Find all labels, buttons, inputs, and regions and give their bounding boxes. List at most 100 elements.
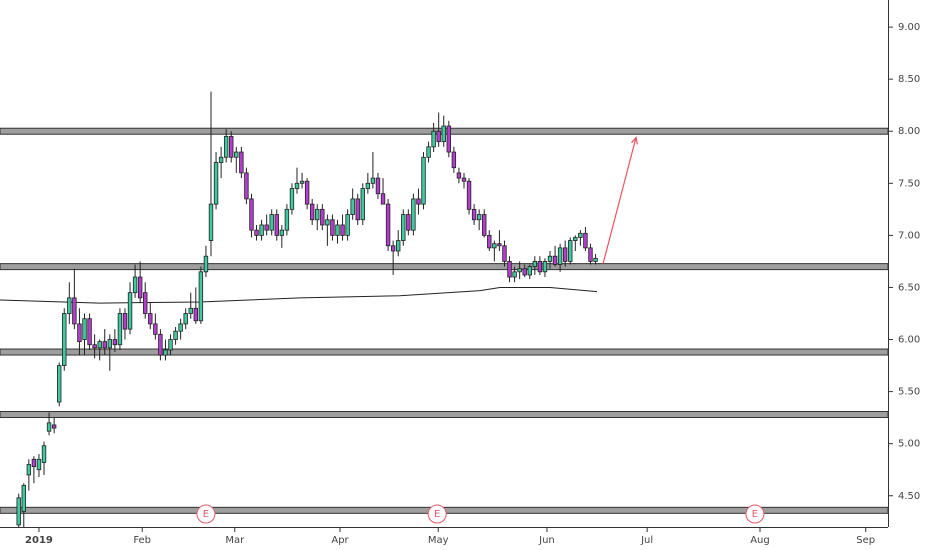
candle-body bbox=[223, 136, 229, 158]
candle-body bbox=[234, 151, 239, 158]
candle-body bbox=[360, 188, 365, 221]
x-tick-label: Jun bbox=[538, 535, 555, 546]
candle-body bbox=[517, 268, 522, 273]
candle-body bbox=[436, 130, 441, 143]
candle-body bbox=[244, 172, 249, 200]
candle-body bbox=[127, 292, 133, 330]
candle-body bbox=[315, 208, 320, 221]
arrow-shaft bbox=[602, 137, 637, 264]
candle-body bbox=[380, 193, 386, 205]
candle-body bbox=[264, 224, 269, 231]
candle-body bbox=[21, 484, 26, 512]
candle-body bbox=[107, 339, 112, 349]
y-tick-label: 7.00 bbox=[898, 230, 920, 241]
candle-body bbox=[542, 261, 548, 273]
candle-body bbox=[375, 177, 381, 195]
candle-body bbox=[487, 234, 492, 249]
x-tick-label: May bbox=[428, 535, 449, 546]
candle-body bbox=[102, 341, 107, 349]
candle-body bbox=[350, 198, 355, 215]
candle-body bbox=[143, 292, 148, 314]
candle-body bbox=[254, 229, 259, 236]
candle-body bbox=[426, 146, 431, 158]
y-tick-label: 7.50 bbox=[898, 178, 920, 189]
candle-body bbox=[345, 214, 350, 236]
x-tick-label: Apr bbox=[331, 535, 349, 546]
event-marker bbox=[196, 504, 216, 524]
candle-body bbox=[411, 198, 416, 231]
candle-body bbox=[583, 232, 588, 249]
candle-body bbox=[532, 261, 538, 268]
candle-body bbox=[461, 177, 467, 182]
candle-body bbox=[390, 245, 396, 252]
x-tick-label: Aug bbox=[750, 535, 770, 546]
candle-body bbox=[299, 180, 305, 184]
candle-body bbox=[279, 229, 285, 236]
candle-body bbox=[178, 323, 183, 332]
candle-body bbox=[401, 214, 406, 241]
candle-body bbox=[132, 276, 138, 294]
candle-body bbox=[512, 271, 517, 278]
candle-body bbox=[476, 214, 482, 221]
candle-body bbox=[522, 268, 527, 276]
candle-body bbox=[335, 224, 340, 236]
candle-body bbox=[229, 136, 234, 158]
candle-body bbox=[330, 219, 335, 236]
candle-body bbox=[173, 330, 178, 340]
candle-body bbox=[163, 349, 168, 356]
candle-body bbox=[239, 151, 244, 174]
candle-body bbox=[41, 445, 47, 463]
candle-body bbox=[117, 313, 123, 346]
event-marker bbox=[427, 504, 447, 524]
candle-body bbox=[406, 214, 411, 231]
candle-body bbox=[557, 247, 563, 265]
candle-body bbox=[471, 208, 477, 221]
candle-body bbox=[365, 182, 371, 189]
moving-average bbox=[0, 286, 598, 304]
y-tick-label: 8.00 bbox=[898, 126, 920, 137]
candle-body bbox=[456, 172, 462, 179]
event-label: E bbox=[434, 509, 440, 520]
candle-body bbox=[441, 125, 446, 143]
candle-body bbox=[57, 365, 62, 403]
candle-body bbox=[385, 203, 391, 247]
candle-body bbox=[46, 422, 52, 432]
level-band bbox=[0, 263, 889, 271]
candle-body bbox=[148, 313, 153, 325]
event-marker bbox=[745, 504, 765, 524]
candle-body bbox=[31, 458, 37, 467]
candle-body bbox=[562, 247, 568, 262]
candle-body bbox=[87, 318, 92, 346]
candle-body bbox=[431, 130, 436, 148]
candle-body bbox=[497, 243, 502, 247]
candle-body bbox=[309, 203, 315, 221]
candle-body bbox=[289, 188, 295, 210]
event-label: E bbox=[752, 509, 758, 520]
candle-body bbox=[482, 214, 487, 236]
candle-body bbox=[325, 219, 330, 226]
y-tick-label: 5.50 bbox=[898, 387, 920, 398]
candle-body bbox=[77, 323, 82, 343]
candle-body bbox=[588, 247, 593, 262]
candle-body bbox=[158, 333, 163, 356]
candle-body bbox=[36, 458, 42, 471]
candle-body bbox=[370, 177, 376, 184]
candle-body bbox=[578, 232, 583, 238]
candle-body bbox=[446, 125, 452, 153]
candle-body bbox=[72, 297, 77, 325]
candle-body bbox=[67, 297, 72, 314]
level-band bbox=[0, 348, 889, 356]
candle-body bbox=[153, 323, 158, 335]
candle-body bbox=[183, 313, 188, 325]
candle-body bbox=[416, 198, 421, 205]
level-band bbox=[0, 411, 889, 419]
candle-body bbox=[188, 307, 193, 314]
event-label: E bbox=[203, 509, 209, 520]
y-tick-label: 8.50 bbox=[898, 74, 920, 85]
candle-body bbox=[421, 156, 426, 205]
candle-body bbox=[492, 243, 497, 249]
candle-body bbox=[507, 261, 512, 278]
